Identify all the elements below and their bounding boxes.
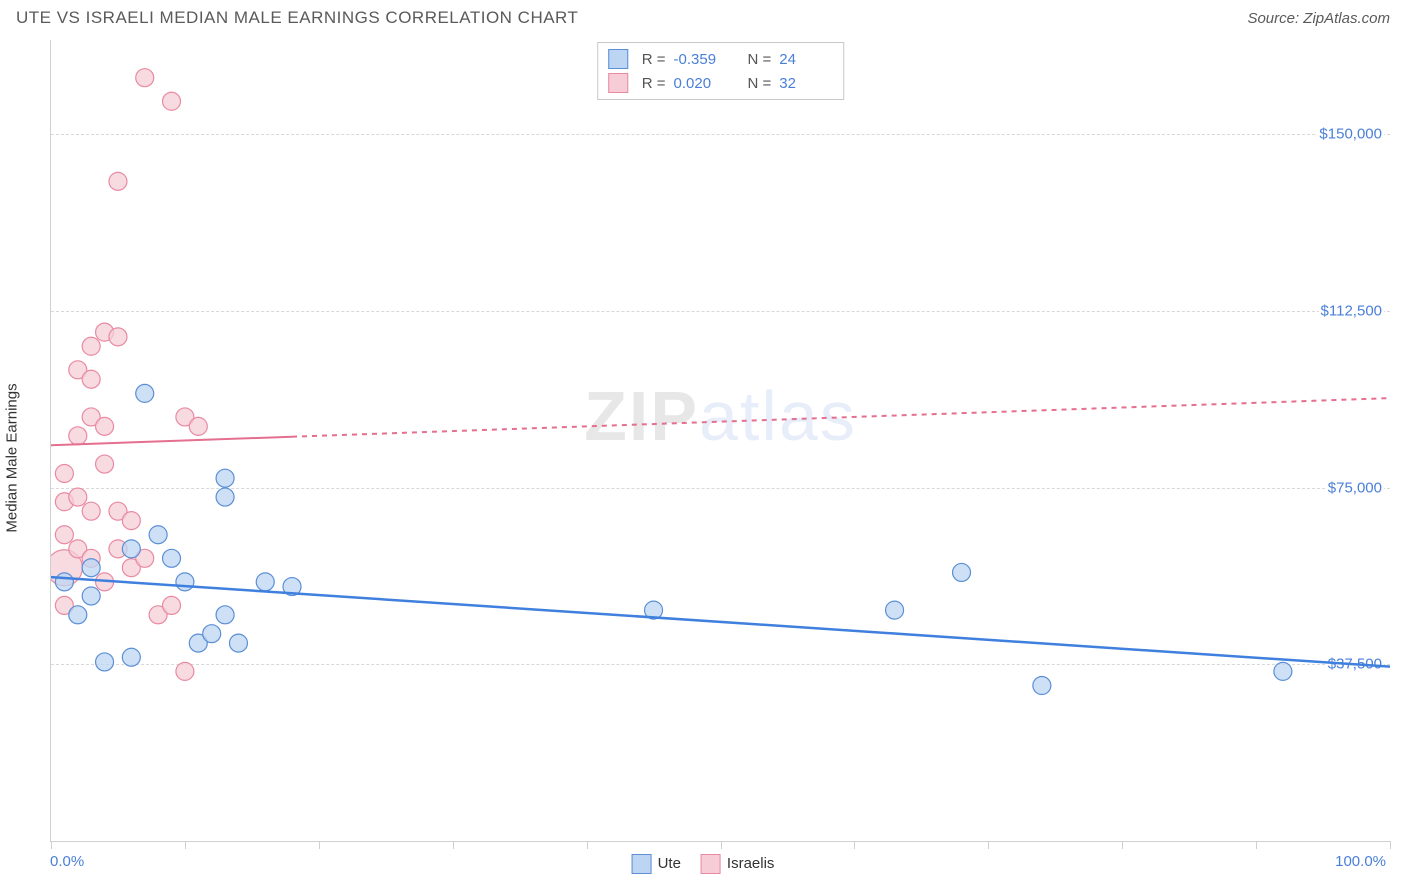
x-tick	[1390, 841, 1391, 849]
source-label: Source: ZipAtlas.com	[1247, 10, 1390, 27]
x-axis-max-label: 100.0%	[1335, 853, 1386, 870]
israelis-n-value: 32	[779, 75, 833, 92]
legend-item-israelis: Israelis	[701, 854, 775, 874]
x-tick	[1256, 841, 1257, 849]
chart-area: Median Male Earnings ZIPatlas R = -0.359…	[16, 40, 1390, 876]
ute-n-value: 24	[779, 51, 833, 68]
chart-title: UTE VS ISRAELI MEDIAN MALE EARNINGS CORR…	[16, 8, 578, 28]
legend-item-ute: Ute	[632, 854, 681, 874]
x-axis-min-label: 0.0%	[50, 853, 84, 870]
x-tick	[185, 841, 186, 849]
legend-row-ute: R = -0.359 N = 24	[608, 47, 834, 71]
correlation-legend: R = -0.359 N = 24 R = 0.020 N = 32	[597, 42, 845, 100]
x-tick	[453, 841, 454, 849]
x-tick	[721, 841, 722, 849]
swatch-ute-icon	[632, 854, 652, 874]
series-legend: Ute Israelis	[632, 854, 775, 874]
x-tick	[854, 841, 855, 849]
legend-row-israelis: R = 0.020 N = 32	[608, 71, 834, 95]
x-tick	[51, 841, 52, 849]
swatch-israelis-icon	[701, 854, 721, 874]
legend-ute-label: Ute	[658, 855, 681, 872]
legend-israelis-label: Israelis	[727, 855, 775, 872]
scatter-svg	[51, 40, 1390, 841]
ute-r-value: -0.359	[674, 51, 728, 68]
swatch-ute-icon	[608, 49, 628, 69]
x-tick	[1122, 841, 1123, 849]
y-axis-label: Median Male Earnings	[4, 383, 21, 532]
plot-region: ZIPatlas R = -0.359 N = 24 R = 0.020 N =…	[50, 40, 1390, 842]
x-tick	[319, 841, 320, 849]
x-tick	[988, 841, 989, 849]
israelis-r-value: 0.020	[674, 75, 728, 92]
x-tick	[587, 841, 588, 849]
swatch-israelis-icon	[608, 73, 628, 93]
